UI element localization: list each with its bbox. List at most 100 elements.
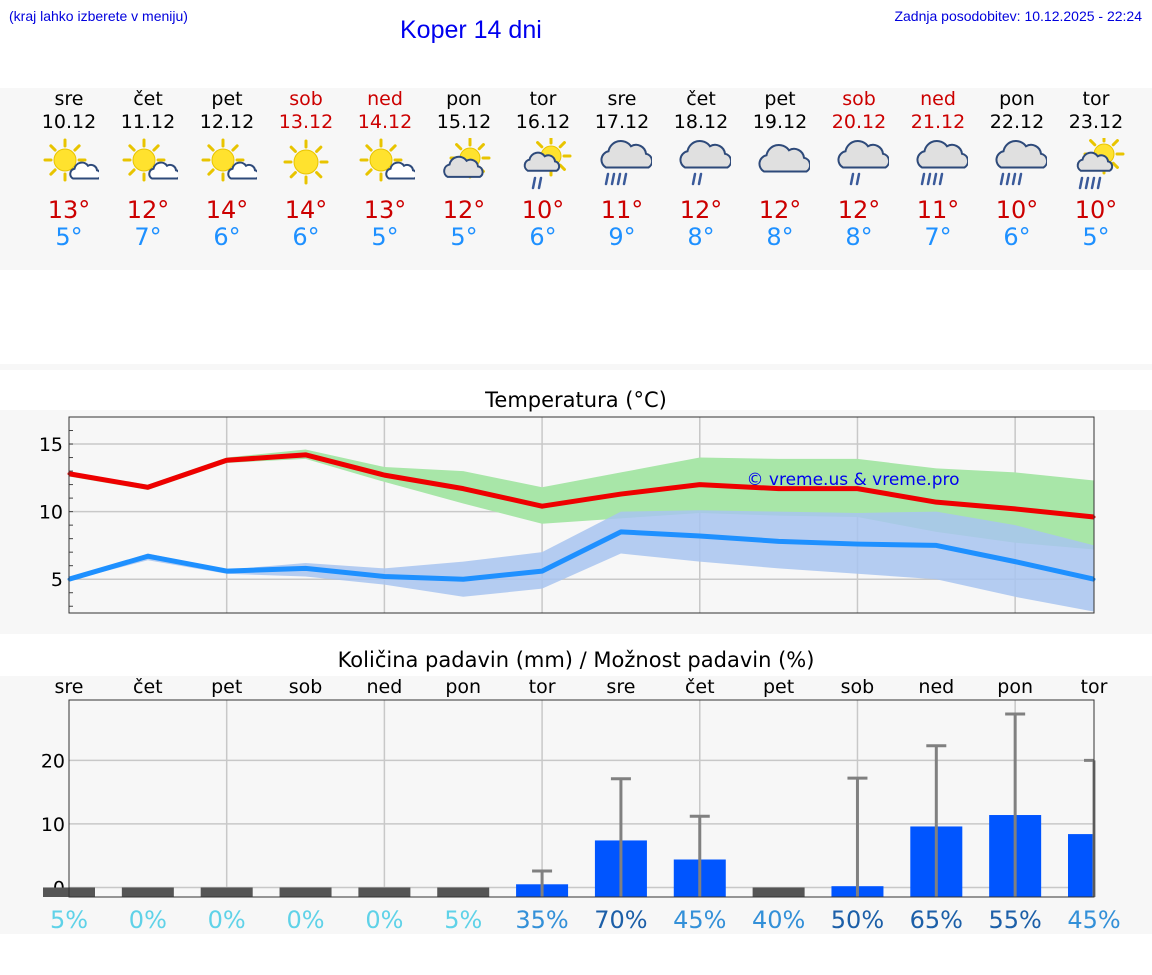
max-temp: 10° [521,196,565,224]
day-name: sob [289,88,323,110]
precip-probability: 0% [208,906,246,934]
min-temp: 9° [608,223,636,251]
precip-probability: 5% [444,906,482,934]
data-point [1013,507,1017,511]
min-temp: 6° [292,223,320,251]
day-date: 10.12 [41,111,97,133]
day-date: 15.12 [436,111,492,133]
day-name: pet [764,88,796,110]
data-point [382,575,386,579]
min-temp: 8° [845,223,873,251]
precip-bar [200,887,253,897]
day-name: pon [446,88,482,110]
day-date: 16.12 [515,111,571,133]
day-column: sob 13.12 14° 6° [266,88,346,251]
min-temp: 6° [1003,223,1031,251]
data-point [855,487,859,491]
day-column: ned 14.12 13° 5° [345,88,425,251]
x-day-label: ned [366,676,402,698]
day-date: 19.12 [752,111,808,133]
precipitation-chart: sre čet pet sob ned pon tor sre čet pet sob ned pon t… [41,676,1121,934]
cloud-rain-icon [837,139,889,186]
x-day-label: sob [289,676,323,698]
min-temp: 5° [450,223,478,251]
max-temp: 12° [837,196,881,224]
min-temp: 5° [1082,223,1110,251]
precip-bar [279,887,332,897]
sun-cloud-icon [359,138,415,182]
day-name: tor [529,88,557,110]
day-date: 12.12 [199,111,255,133]
last-updated: Zadnja posodobitev: 10.12.2025 - 22:24 [894,8,1142,24]
day-date: 13.12 [278,111,334,133]
data-point [619,530,623,534]
menu-hint: (kraj lahko izberete v meniju) [9,8,188,24]
max-temp: 11° [916,196,960,224]
min-temp: 6° [529,223,557,251]
x-day-label: tor [529,676,556,698]
min-temp: 5° [55,223,83,251]
day-date: 21.12 [910,111,966,133]
x-day-label: čet [133,676,163,698]
max-temp: 13° [363,196,407,224]
data-point [619,492,623,496]
day-column: sob 20.12 12° 8° [819,88,899,251]
min-temp-range-band [69,510,1094,612]
x-day-label: čet [685,676,715,698]
day-date: 20.12 [831,111,887,133]
data-point [777,539,781,543]
max-temp: 12° [679,196,723,224]
day-name: sob [842,88,876,110]
watermark: © vreme.us & vreme.pro [746,470,959,490]
day-name: čet [133,88,163,110]
precip-probability: 40% [752,906,805,934]
precip-probability: 5% [50,906,88,934]
day-column: tor 23.12 10° 5° [1056,88,1136,251]
y-tick-label: 10 [39,502,63,524]
precip-bar [1068,834,1094,897]
sun-cloud-rain-icon [523,138,572,190]
max-temp: 13° [47,196,91,224]
data-point [698,534,702,538]
day-column: pet 19.12 12° 8° [740,88,820,251]
cloud-heavy-rain-icon [600,139,652,186]
data-point [1013,560,1017,564]
min-temp: 7° [134,223,162,251]
x-day-label: sre [55,676,84,698]
data-point [461,577,465,581]
y-tick-label: 10 [41,814,65,836]
data-point [304,453,308,457]
precip-probability: 0% [129,906,167,934]
precip-probability: 50% [831,906,884,934]
day-date: 11.12 [120,111,176,133]
sun-cloud-icon [122,138,178,182]
data-point [934,500,938,504]
data-point [225,458,229,462]
min-temp: 7° [924,223,952,251]
day-name: čet [686,88,716,110]
cloud-heavy-rain-icon [916,139,968,186]
x-day-label: pon [445,676,481,698]
day-date: 17.12 [594,111,650,133]
x-day-label: pon [997,676,1033,698]
separator [0,364,1152,370]
max-temp: 11° [600,196,644,224]
cloud-heavy-rain-icon [995,139,1047,186]
sun-cloud-icon [201,138,257,182]
day-date: 18.12 [673,111,729,133]
page-title: Koper 14 dni [400,16,542,44]
day-date: 23.12 [1068,111,1124,133]
data-point [382,473,386,477]
sun-cloud-heavy-rain-icon [1076,138,1125,190]
day-name: sre [54,88,84,110]
min-temp: 6° [213,223,241,251]
precip-probability: 45% [673,906,726,934]
x-day-label: sre [606,676,635,698]
day-name: pet [211,88,243,110]
x-day-label: pet [763,676,794,698]
day-column: čet 11.12 12° 7° [108,88,188,251]
precip-probability: 0% [286,906,324,934]
max-temp: 14° [205,196,249,224]
max-temp: 12° [126,196,170,224]
plot-frame [68,416,1095,614]
